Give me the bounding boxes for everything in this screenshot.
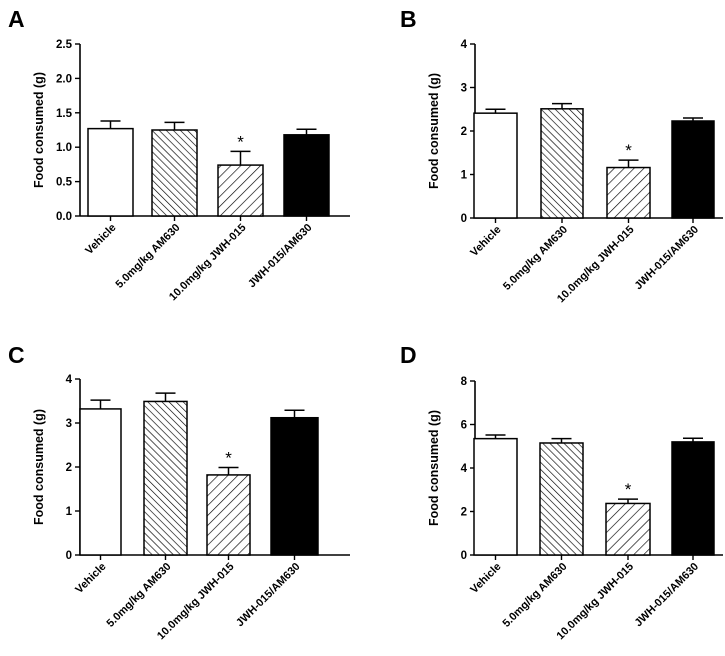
category-label: 5.0mg/kg AM630 [501,224,570,293]
bar-3 [270,416,319,556]
y-tick-label: 2 [461,507,467,519]
bar-0 [473,437,518,556]
panel-letter: A [8,6,25,32]
y-tick-label: 0 [461,213,467,225]
bar-0 [79,408,122,556]
chart-panel-a: A 0.0 0.5 1.0 1.5 2.0 2.5 Food consumed (g) Vehi… [8,6,350,303]
panel-letter: D [400,342,417,368]
y-tick-label: 4 [461,39,468,51]
y-axis-title: Food consumed (g) [427,410,441,526]
bar-2 [217,164,264,217]
bar-0 [473,112,518,219]
y-tick-label: 2.5 [56,39,73,51]
y-axis-title: Food consumed (g) [427,73,441,189]
y-tick-label: 0.0 [56,211,72,223]
y-axis-title: Food consumed (g) [32,72,46,188]
significance-asterisk: * [225,448,232,467]
bar-0 [87,127,134,217]
bar-1 [540,108,584,219]
bar-2 [606,166,651,219]
y-tick-label: 2.0 [56,73,72,85]
y-tick-label: 8 [461,376,468,388]
category-label: 5.0mg/kg AM630 [500,561,569,630]
category-label: JWH-015/AM630 [234,561,303,630]
bar-2 [206,474,251,556]
significance-asterisk: * [625,141,632,160]
bar-3 [283,134,330,217]
panels-root: A 0.0 0.5 1.0 1.5 2.0 2.5 Food consumed (g) Vehi… [8,6,723,642]
y-tick-label: 0 [461,550,467,562]
category-label: 5.0mg/kg AM630 [104,561,173,630]
bar-1 [539,442,584,556]
category-label: JWH-015/AM630 [633,561,702,630]
y-tick-label: 1.0 [56,142,72,154]
y-tick-label: 4 [461,463,468,475]
y-tick-label: 4 [66,374,73,386]
category-label: Vehicle [468,224,503,259]
y-tick-label: 0.5 [56,177,73,189]
y-tick-label: 2 [66,462,72,474]
category-label: 5.0mg/kg AM630 [113,222,182,291]
category-label: 10.0mg/kg JWH-015 [555,224,637,306]
category-label: 10.0mg/kg JWH-015 [555,561,637,643]
y-tick-label: 0 [66,550,72,562]
bar-3 [671,441,715,556]
panel-letter: C [8,342,25,368]
y-tick-label: 3 [461,83,467,95]
significance-asterisk: * [237,132,244,151]
y-tick-label: 1 [461,170,468,182]
category-label: JWH-015/AM630 [246,222,315,291]
y-tick-label: 6 [461,420,467,432]
y-axis-title: Food consumed (g) [32,409,46,525]
bar-1 [151,129,198,217]
y-tick-label: 2 [461,126,467,138]
bar-2 [605,502,651,556]
category-label: Vehicle [83,222,118,257]
bar-1 [143,400,188,556]
category-label: Vehicle [468,561,503,596]
y-tick-label: 1 [66,506,73,518]
y-tick-label: 1.5 [56,108,73,120]
bar-3 [671,120,715,219]
panel-letter: B [400,6,417,32]
y-tick-label: 3 [66,418,72,430]
category-label: 10.0mg/kg JWH-015 [167,222,249,304]
category-label: JWH-015/AM630 [633,224,702,293]
category-label: Vehicle [73,561,108,596]
significance-asterisk: * [625,480,632,499]
